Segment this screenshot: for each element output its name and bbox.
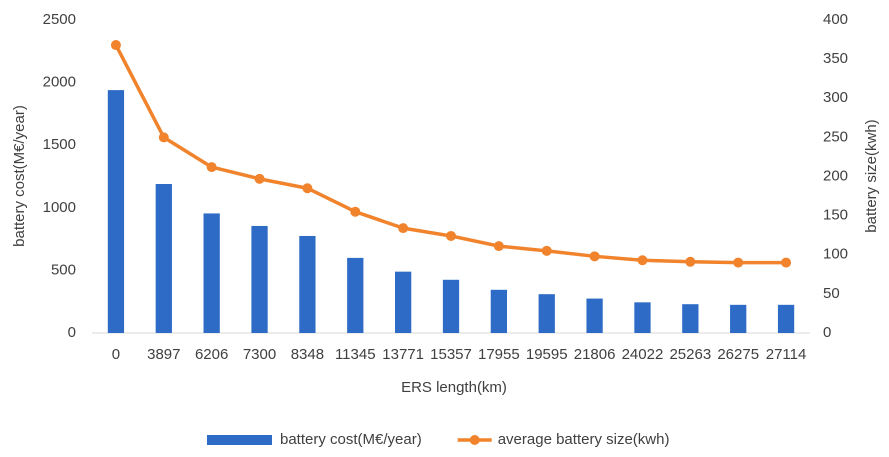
y2-tick-label: 350 xyxy=(823,50,848,67)
legend-swatch-marker xyxy=(469,435,480,445)
x-tick-label: 26275 xyxy=(717,346,759,363)
line-marker xyxy=(446,230,456,241)
bar xyxy=(251,225,268,333)
bar xyxy=(203,213,220,333)
y2-tick-label: 100 xyxy=(823,246,848,263)
x-tick-label: 25263 xyxy=(669,346,711,363)
x-tick-label: 13771 xyxy=(382,346,424,363)
line-marker xyxy=(254,173,265,184)
line-marker xyxy=(637,255,648,266)
line-marker xyxy=(685,256,696,267)
bar xyxy=(107,90,125,333)
x-tick-label: 17955 xyxy=(478,346,520,363)
legend-swatch xyxy=(207,435,272,445)
x-axis-title: ERS length(km) xyxy=(401,379,507,396)
y-tick-label: 1500 xyxy=(43,136,76,153)
y2-tick-label: 0 xyxy=(823,324,831,341)
y2-tick-label: 50 xyxy=(823,285,840,302)
y2-tick-label: 300 xyxy=(823,89,848,106)
x-tick-label: 3897 xyxy=(147,346,180,363)
line-marker xyxy=(350,206,361,217)
line-marker xyxy=(589,251,600,262)
legend-label: battery cost(M€/year) xyxy=(280,431,422,448)
bar xyxy=(155,184,172,333)
bar xyxy=(730,304,747,333)
line-marker xyxy=(158,132,169,143)
bar xyxy=(682,304,699,333)
y-axis-title: battery cost(M€/year) xyxy=(11,105,28,247)
line-marker xyxy=(206,162,217,173)
line-marker xyxy=(781,257,792,268)
bar xyxy=(538,294,555,333)
line-marker xyxy=(733,257,744,268)
x-tick-label: 7300 xyxy=(243,346,276,363)
y2-tick-label: 200 xyxy=(823,167,848,184)
bar xyxy=(586,298,603,333)
y-tick-label: 500 xyxy=(51,261,76,278)
bar xyxy=(442,279,460,333)
x-tick-label: 19595 xyxy=(526,346,568,363)
y-tick-label: 1000 xyxy=(43,199,76,216)
bar xyxy=(490,289,508,333)
y-tick-label: 2000 xyxy=(43,74,76,91)
bar xyxy=(347,257,364,333)
x-tick-label: 27114 xyxy=(766,346,807,363)
x-tick-label: 11345 xyxy=(335,346,376,363)
line-marker xyxy=(541,245,552,256)
x-tick-label: 24022 xyxy=(622,346,664,363)
legend-label: average battery size(kwh) xyxy=(498,431,670,448)
y2-tick-label: 400 xyxy=(823,11,848,28)
y-tick-label: 2500 xyxy=(43,11,76,28)
x-tick-label: 8348 xyxy=(291,346,324,363)
y2-tick-label: 150 xyxy=(823,207,848,224)
y2-axis-title: battery size(kwh) xyxy=(863,119,880,232)
y-tick-label: 0 xyxy=(68,324,76,341)
bar xyxy=(394,271,412,333)
y2-tick-label: 250 xyxy=(823,128,848,145)
line-marker xyxy=(110,40,121,51)
bar xyxy=(777,304,795,333)
x-tick-label: 6206 xyxy=(195,346,228,363)
line-marker xyxy=(398,223,409,234)
bar xyxy=(299,235,316,333)
x-tick-label: 15357 xyxy=(430,346,472,363)
line-marker xyxy=(493,241,504,252)
bar xyxy=(634,302,651,333)
x-tick-label: 0 xyxy=(112,346,120,363)
x-tick-label: 21806 xyxy=(574,346,616,363)
line-marker xyxy=(302,183,313,194)
